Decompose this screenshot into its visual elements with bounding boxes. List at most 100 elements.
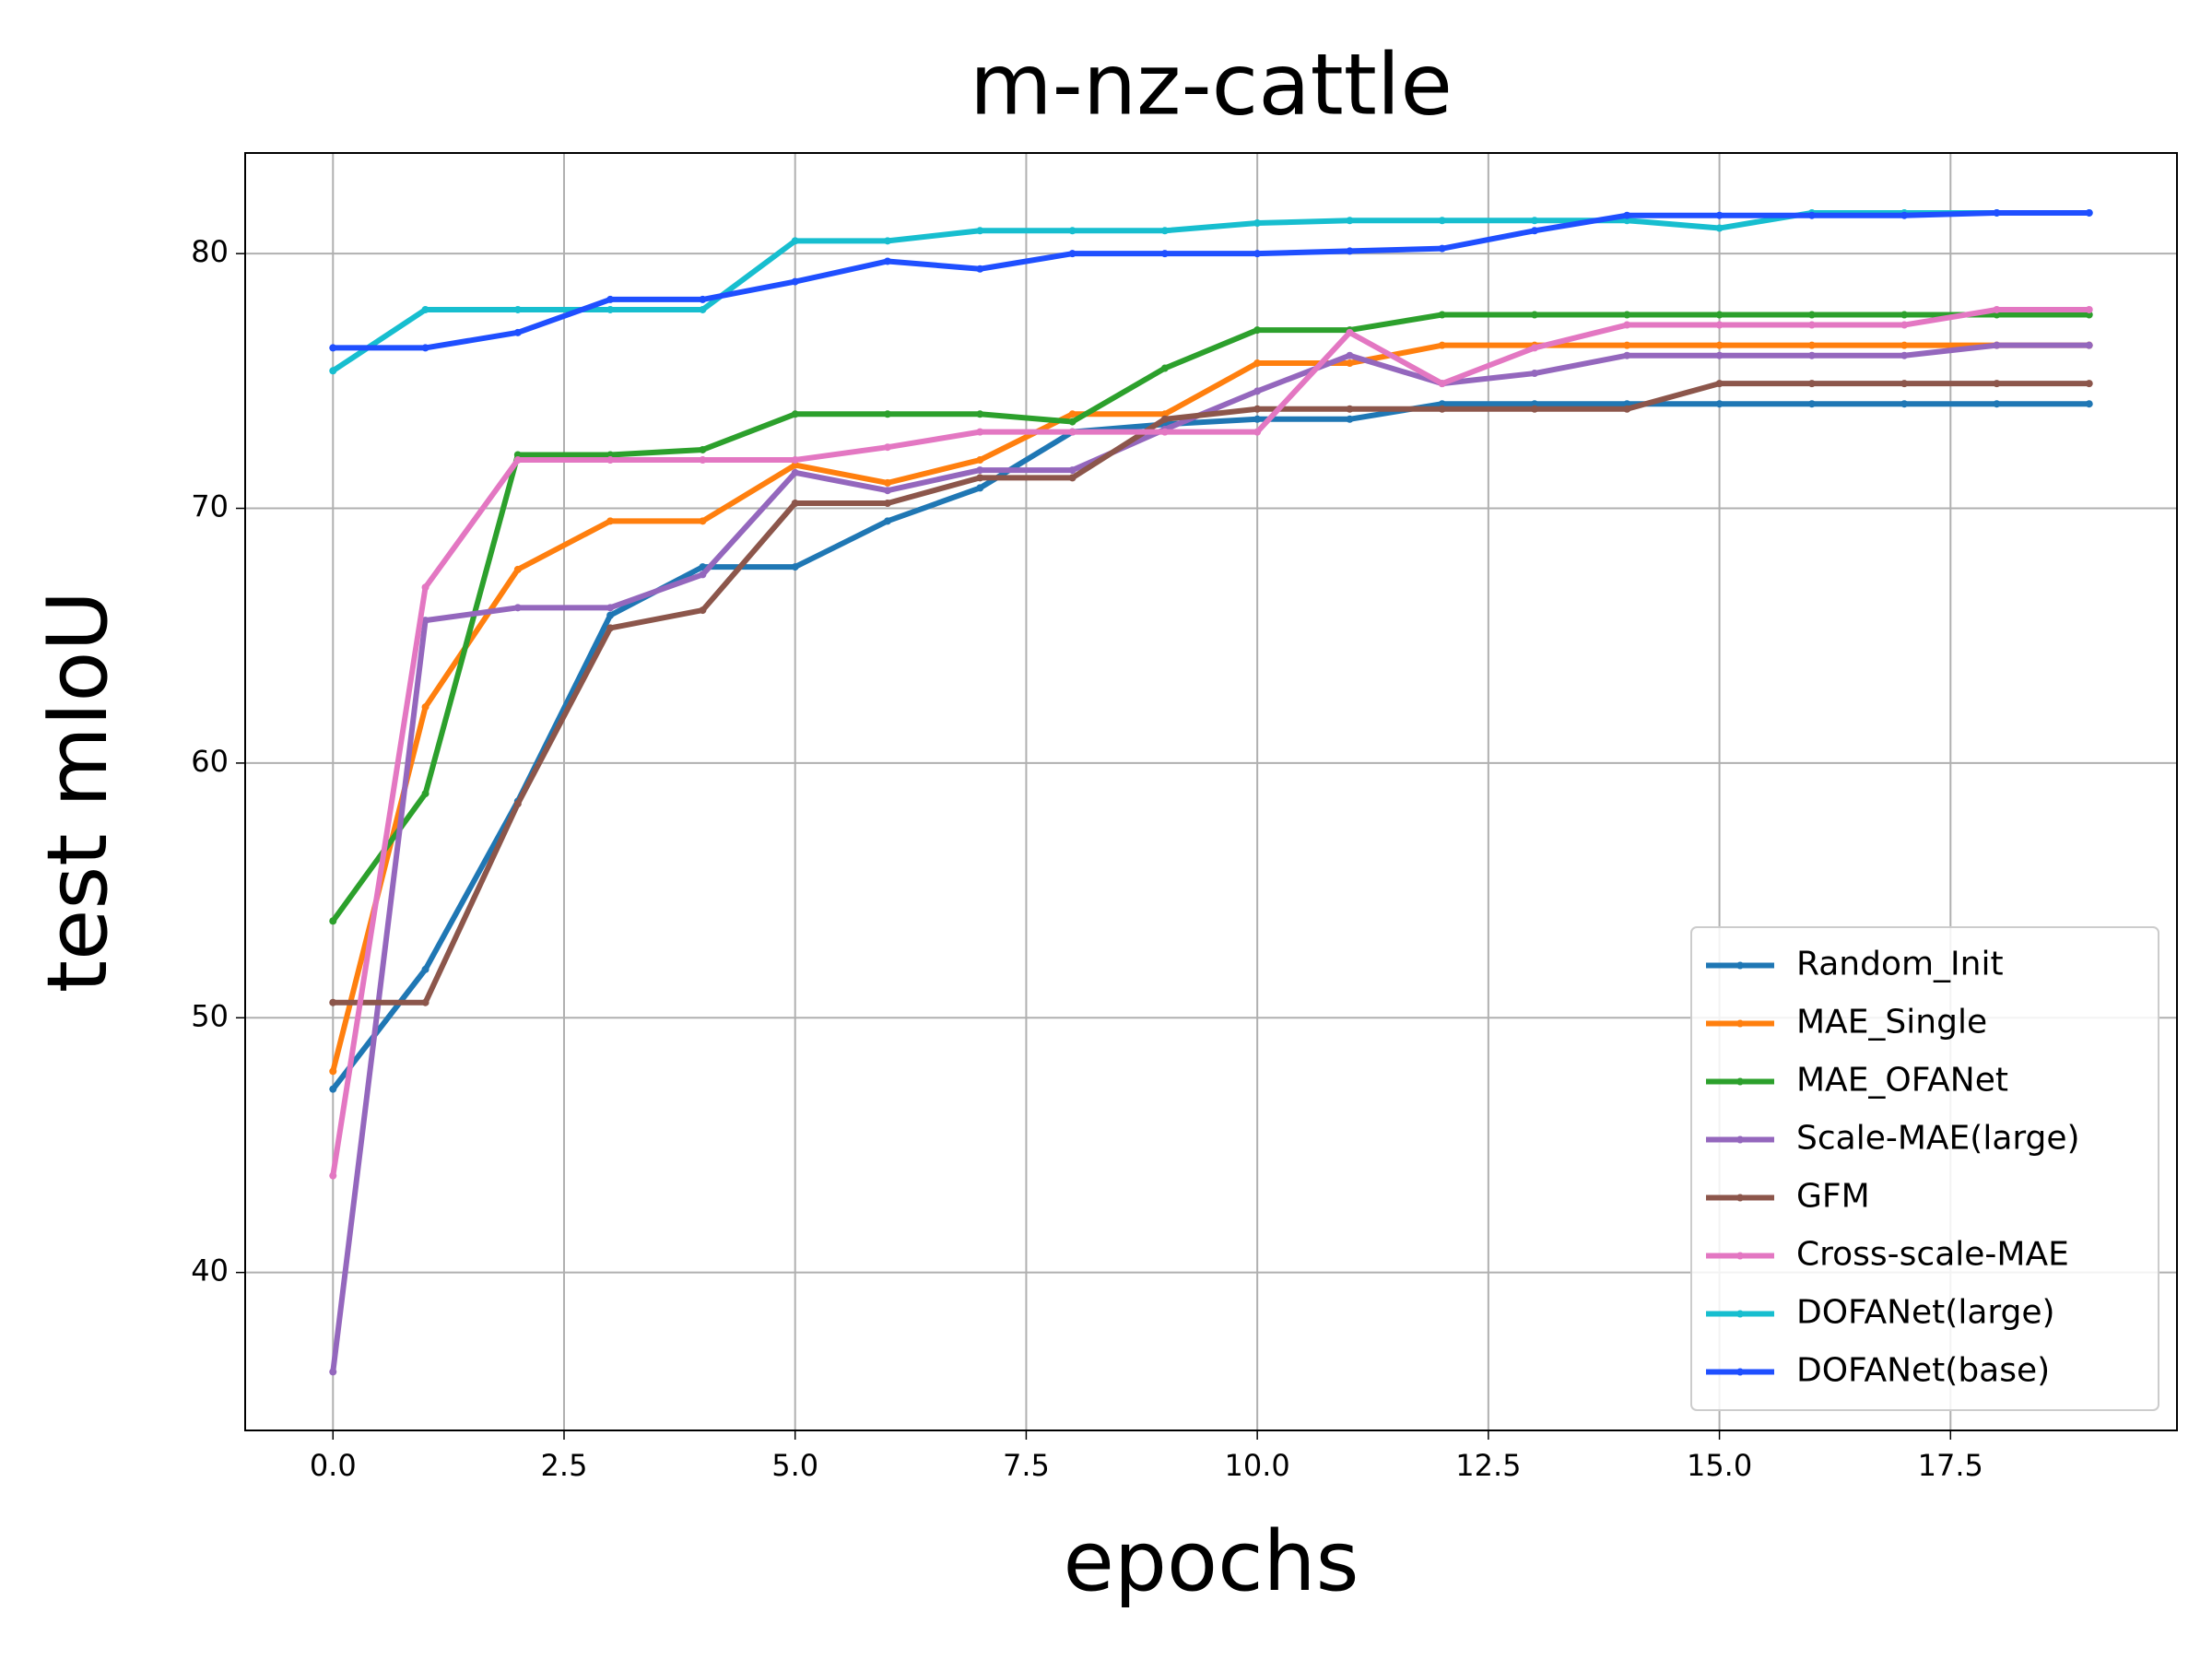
data-point	[1807, 341, 1816, 349]
data-point	[791, 461, 799, 469]
series-line	[333, 209, 2089, 351]
legend-label: GFM	[1796, 1178, 1870, 1216]
series-line	[330, 306, 2089, 1177]
data-point	[1715, 211, 1724, 219]
data-point	[606, 604, 615, 612]
data-point	[606, 624, 615, 632]
data-point	[699, 305, 707, 313]
data-point	[976, 410, 984, 418]
data-point	[791, 277, 799, 286]
data-point	[606, 611, 615, 619]
data-point	[1068, 466, 1077, 475]
y-tick-label: 70	[191, 489, 229, 524]
data-point	[513, 328, 522, 336]
series-line	[330, 401, 2089, 1091]
data-point	[606, 517, 615, 525]
legend-marker	[1736, 1135, 1744, 1144]
data-point	[1900, 341, 1909, 349]
data-point	[513, 604, 522, 612]
data-point	[421, 344, 429, 352]
data-point	[1623, 351, 1631, 359]
data-point	[329, 1171, 337, 1180]
y-axis-label: test mIoU	[29, 591, 126, 994]
data-point	[1346, 359, 1354, 368]
data-point	[1623, 211, 1631, 219]
data-point	[1531, 311, 1539, 319]
legend-label: DOFANet(large)	[1796, 1294, 2055, 1332]
data-point	[2085, 208, 2093, 217]
legend-marker	[1736, 1252, 1744, 1260]
data-point	[1531, 344, 1539, 352]
data-point	[699, 606, 707, 615]
data-point	[1438, 380, 1446, 388]
data-point	[1253, 387, 1262, 395]
data-point	[1160, 227, 1169, 235]
data-point	[1715, 224, 1724, 232]
series-line	[330, 312, 2089, 924]
data-point	[1807, 211, 1816, 219]
series-line	[330, 342, 2089, 1073]
data-point	[883, 517, 891, 525]
legend-label: MAE_Single	[1796, 1004, 1987, 1041]
data-point	[1068, 410, 1077, 418]
data-point	[1438, 341, 1446, 349]
data-point	[976, 456, 984, 465]
data-point	[421, 583, 429, 592]
data-point	[1715, 321, 1724, 329]
data-point	[883, 257, 891, 265]
data-point	[513, 565, 522, 573]
data-point	[1623, 311, 1631, 319]
data-point	[2085, 400, 2093, 408]
data-point	[1160, 250, 1169, 258]
data-point	[329, 344, 337, 352]
data-point	[976, 484, 984, 492]
series-line	[333, 381, 2089, 1006]
legend-label: MAE_OFANet	[1796, 1062, 2008, 1100]
data-point	[1253, 359, 1262, 368]
data-point	[976, 474, 984, 482]
data-point	[1160, 410, 1169, 418]
data-point	[791, 563, 799, 571]
data-point	[606, 451, 615, 459]
data-point	[976, 428, 984, 436]
data-point	[1160, 415, 1169, 423]
data-point	[1531, 370, 1539, 378]
data-point	[1623, 321, 1631, 329]
data-point	[1993, 208, 2001, 217]
data-point	[606, 295, 615, 303]
data-point	[1993, 305, 2001, 313]
data-point	[1715, 351, 1724, 359]
data-point	[1715, 311, 1724, 319]
data-point	[329, 1067, 337, 1076]
data-point	[976, 227, 984, 235]
data-point	[1438, 217, 1446, 225]
data-point	[1531, 217, 1539, 225]
data-point	[513, 305, 522, 313]
data-point	[699, 571, 707, 579]
data-point	[1346, 328, 1354, 336]
data-point	[699, 445, 707, 453]
data-point	[1900, 321, 1909, 329]
data-point	[1346, 351, 1354, 359]
data-point	[1068, 227, 1077, 235]
legend-label: Random_Init	[1796, 946, 2004, 983]
data-point	[791, 410, 799, 418]
data-point	[1068, 428, 1077, 436]
data-point	[1623, 217, 1631, 225]
legend-marker	[1736, 1077, 1744, 1086]
data-point	[883, 478, 891, 487]
legend-label: Cross-scale-MAE	[1796, 1236, 2069, 1274]
x-tick-label: 10.0	[1225, 1448, 1290, 1483]
data-point	[1438, 400, 1446, 408]
x-tick-label: 2.5	[541, 1448, 588, 1483]
data-point	[421, 965, 429, 973]
data-point	[1253, 250, 1262, 258]
data-point	[1900, 351, 1909, 359]
data-point	[1068, 250, 1077, 258]
data-point	[421, 703, 429, 712]
data-point	[421, 305, 429, 313]
y-tick-label: 50	[191, 998, 229, 1033]
data-point	[421, 617, 429, 625]
data-point	[1253, 428, 1262, 436]
